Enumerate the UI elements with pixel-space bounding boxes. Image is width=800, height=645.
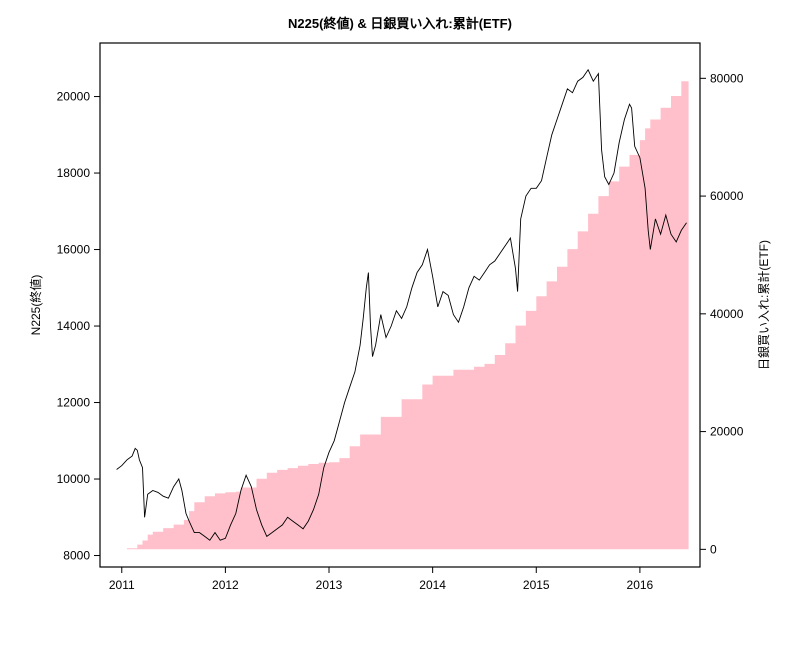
- y-axis-left-label: N225(終値): [28, 275, 43, 336]
- x-axis: 2011 2012 2013 2014 2015 2016: [109, 567, 654, 592]
- n225-line-layer: [116, 68, 687, 541]
- y-left-tick-label: 20000: [57, 90, 91, 104]
- y-left-tick-label: 14000: [57, 319, 91, 333]
- x-tick-label: 2014: [419, 578, 446, 592]
- y-axis-left: 8000 10000 12000 14000 16000 18000 20000: [57, 90, 100, 563]
- plot-frame: [99, 42, 701, 568]
- y-right-tick-label: 80000: [710, 71, 744, 85]
- chart-title: N225(終値) & 日銀買い入れ:累計(ETF): [288, 16, 512, 31]
- etf-cumulative-area-layer: [116, 66, 689, 550]
- y-left-tick-label: 8000: [63, 549, 90, 563]
- y-right-tick-label: 40000: [710, 307, 744, 321]
- x-tick-label: 2012: [212, 578, 239, 592]
- y-left-tick-label: 18000: [57, 166, 91, 180]
- n225-close-line: [116, 68, 687, 541]
- y-right-tick-label: 60000: [710, 189, 744, 203]
- x-tick-label: 2011: [109, 578, 135, 592]
- x-tick-label: 2013: [316, 578, 343, 592]
- y-left-tick-label: 10000: [57, 472, 91, 486]
- y-axis-right: 0 20000 40000 60000 80000: [700, 71, 744, 556]
- y-right-tick-label: 20000: [710, 425, 744, 439]
- y-left-tick-label: 16000: [57, 243, 91, 257]
- x-tick-label: 2016: [627, 578, 654, 592]
- y-left-tick-label: 12000: [57, 396, 91, 410]
- etf-cumulative-area: [116, 66, 689, 550]
- y-right-tick-label: 0: [710, 542, 717, 556]
- x-tick-label: 2015: [523, 578, 550, 592]
- y-axis-right-label: 日銀買い入れ:累計(ETF): [756, 240, 771, 370]
